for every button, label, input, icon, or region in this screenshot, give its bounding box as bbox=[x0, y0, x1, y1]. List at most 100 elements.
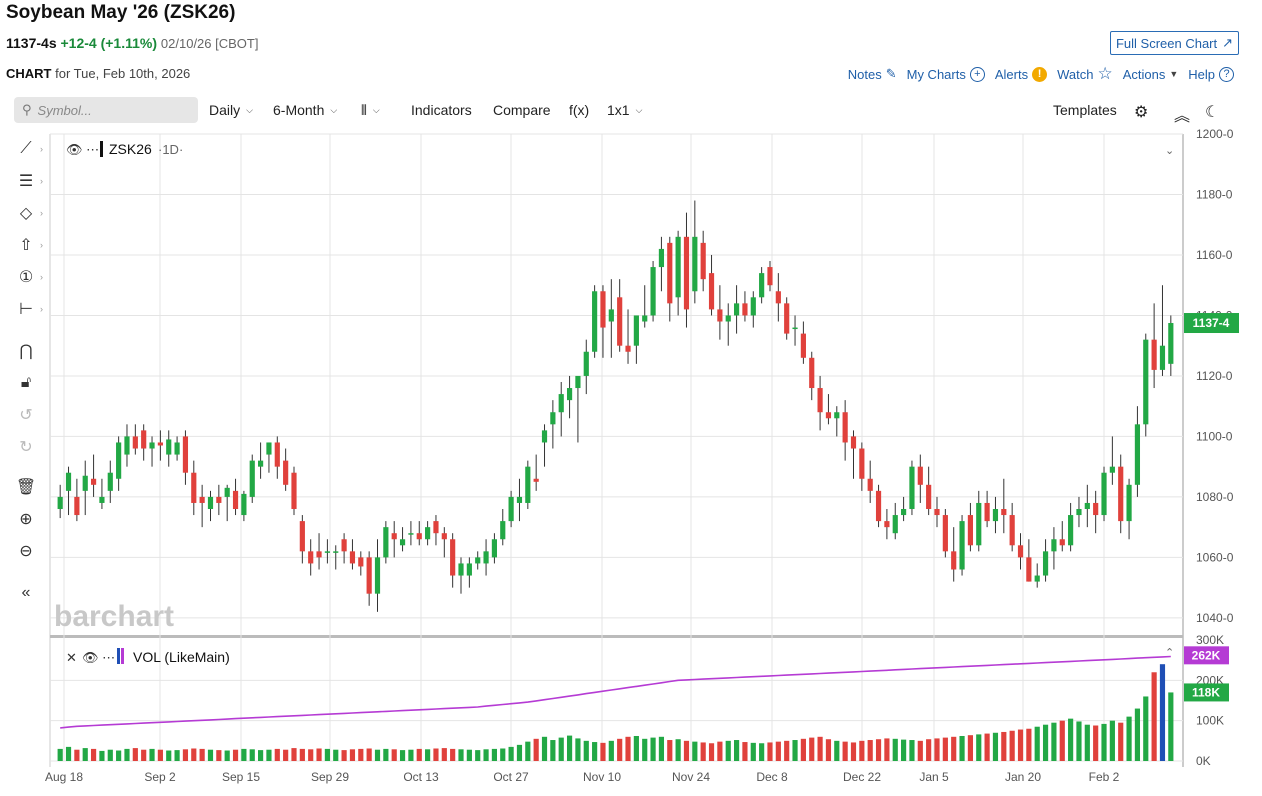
candle-body[interactable] bbox=[901, 509, 907, 516]
candle-body[interactable] bbox=[1093, 502, 1099, 516]
volume-bar[interactable] bbox=[1068, 718, 1074, 761]
volume-bar[interactable] bbox=[1026, 728, 1032, 761]
candle-body[interactable] bbox=[909, 466, 915, 510]
volume-bar[interactable] bbox=[266, 749, 272, 761]
volume-bar[interactable] bbox=[792, 740, 798, 761]
candle-body[interactable] bbox=[483, 551, 489, 564]
candle-body[interactable] bbox=[759, 273, 765, 298]
volume-bar[interactable] bbox=[725, 740, 731, 761]
candle-body[interactable] bbox=[575, 375, 581, 389]
volume-bar[interactable] bbox=[917, 740, 923, 761]
candle-body[interactable] bbox=[608, 309, 614, 322]
volume-bar[interactable] bbox=[90, 748, 97, 761]
candle-body[interactable] bbox=[508, 496, 514, 522]
volume-bar[interactable] bbox=[1101, 723, 1107, 761]
candle-body[interactable] bbox=[617, 297, 623, 346]
close-icon[interactable]: ✕ bbox=[66, 650, 77, 665]
volume-bar[interactable] bbox=[333, 749, 339, 761]
volume-bar[interactable] bbox=[291, 748, 297, 761]
candle-body[interactable] bbox=[107, 472, 113, 491]
volume-bar[interactable] bbox=[308, 749, 314, 761]
volume-bar[interactable] bbox=[324, 748, 330, 761]
candle-body[interactable] bbox=[1126, 484, 1132, 522]
volume-bar[interactable] bbox=[533, 738, 539, 761]
volume-bar[interactable] bbox=[491, 748, 498, 761]
candle-body[interactable] bbox=[1101, 472, 1107, 516]
candle-body[interactable] bbox=[583, 351, 589, 376]
candle-body[interactable] bbox=[934, 509, 940, 516]
candle-body[interactable] bbox=[817, 388, 823, 413]
volume-bar[interactable] bbox=[107, 749, 113, 761]
chevron-down-icon[interactable]: ⌄ bbox=[1165, 145, 1174, 157]
candle-body[interactable] bbox=[792, 327, 798, 330]
candle-body[interactable] bbox=[708, 273, 715, 310]
candle-body[interactable] bbox=[750, 297, 756, 316]
volume-bar[interactable] bbox=[775, 741, 781, 761]
volume-bar[interactable] bbox=[959, 735, 965, 761]
volume-bar[interactable] bbox=[1034, 726, 1040, 761]
undo-icon[interactable]: ↺ bbox=[19, 407, 33, 424]
candle-body[interactable] bbox=[516, 496, 523, 503]
volume-bar[interactable] bbox=[625, 736, 631, 761]
volume-bar[interactable] bbox=[299, 748, 305, 761]
volume-bar[interactable] bbox=[809, 737, 815, 761]
fibonacci-tool-icon[interactable]: ☰ bbox=[18, 173, 34, 190]
volume-bar[interactable] bbox=[1059, 720, 1065, 761]
volume-bar[interactable] bbox=[433, 748, 439, 761]
candle-body[interactable] bbox=[600, 291, 606, 328]
volume-bar[interactable] bbox=[166, 750, 172, 761]
symbol-search[interactable]: ⚲ Symbol... bbox=[14, 97, 198, 123]
gear-icon[interactable]: ⚙ bbox=[1134, 104, 1149, 121]
volume-bar[interactable] bbox=[341, 750, 347, 761]
zoom-in-icon[interactable]: ⊕ bbox=[19, 511, 33, 528]
alerts-link[interactable]: Alerts! bbox=[995, 66, 1048, 82]
candle-body[interactable] bbox=[1009, 515, 1015, 546]
volume-bar[interactable] bbox=[617, 738, 623, 761]
volume-bar[interactable] bbox=[174, 750, 180, 761]
candle-body[interactable] bbox=[842, 412, 848, 443]
candle-body[interactable] bbox=[157, 442, 163, 446]
volume-bar[interactable] bbox=[391, 749, 397, 761]
candle-body[interactable] bbox=[1034, 575, 1040, 582]
volume-bar[interactable] bbox=[984, 733, 990, 761]
candle-body[interactable] bbox=[825, 412, 832, 419]
candle-body[interactable] bbox=[316, 551, 322, 558]
actions-menu[interactable]: Actions ▼ bbox=[1123, 67, 1179, 82]
volume-bar[interactable] bbox=[216, 750, 222, 761]
volume-bar[interactable] bbox=[842, 741, 848, 761]
chevron-right-icon[interactable]: › bbox=[40, 304, 43, 314]
candle-body[interactable] bbox=[291, 472, 297, 510]
candle-body[interactable] bbox=[141, 430, 147, 449]
volume-bar[interactable] bbox=[884, 738, 890, 761]
candle-body[interactable] bbox=[191, 472, 197, 503]
candle-body[interactable] bbox=[349, 551, 356, 564]
candle-body[interactable] bbox=[216, 496, 222, 503]
compare-button[interactable]: Compare bbox=[493, 102, 551, 118]
candle-body[interactable] bbox=[224, 487, 230, 497]
candle-body[interactable] bbox=[366, 557, 372, 594]
candle-body[interactable] bbox=[1001, 509, 1007, 516]
candle-body[interactable] bbox=[399, 539, 406, 546]
volume-bar[interactable] bbox=[425, 749, 431, 761]
zoom-out-icon[interactable]: ⊖ bbox=[19, 543, 33, 560]
candle-body[interactable] bbox=[700, 242, 706, 280]
candle-body[interactable] bbox=[491, 539, 498, 558]
candle-body[interactable] bbox=[875, 490, 882, 522]
candle-body[interactable] bbox=[383, 527, 389, 558]
candle-body[interactable] bbox=[675, 236, 681, 298]
candle-body[interactable] bbox=[1159, 345, 1166, 370]
volume-bar[interactable] bbox=[1051, 722, 1057, 761]
candle-body[interactable] bbox=[566, 388, 573, 401]
candle-body[interactable] bbox=[942, 515, 948, 552]
volume-bar[interactable] bbox=[458, 749, 464, 761]
volume-bar[interactable] bbox=[992, 732, 999, 761]
candle-body[interactable] bbox=[57, 496, 63, 510]
candle-body[interactable] bbox=[1068, 515, 1074, 546]
volume-bar[interactable] bbox=[575, 738, 581, 761]
candle-body[interactable] bbox=[1084, 502, 1090, 510]
candle-body[interactable] bbox=[867, 478, 873, 491]
candle-body[interactable] bbox=[733, 303, 740, 316]
volume-bar[interactable] bbox=[525, 741, 531, 761]
candle-body[interactable] bbox=[475, 557, 481, 564]
candle-body[interactable] bbox=[533, 478, 539, 482]
